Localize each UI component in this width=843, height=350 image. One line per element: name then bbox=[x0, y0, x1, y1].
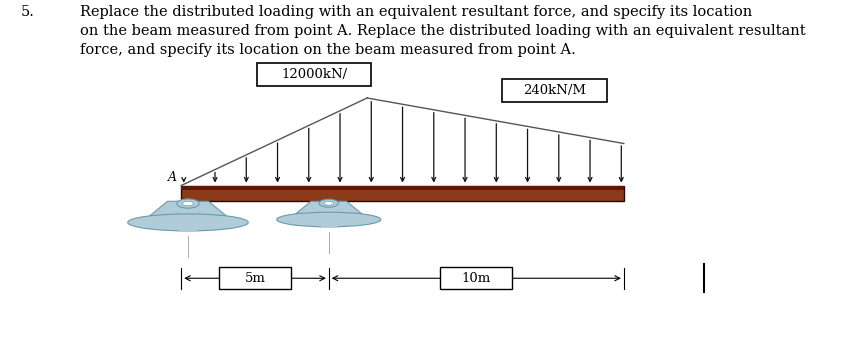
FancyBboxPatch shape bbox=[440, 267, 512, 289]
Text: Replace the distributed loading with an equivalent resultant force, and specify : Replace the distributed loading with an … bbox=[80, 5, 806, 57]
FancyBboxPatch shape bbox=[257, 63, 371, 86]
Text: 10m: 10m bbox=[462, 272, 491, 285]
Text: 5m: 5m bbox=[244, 272, 266, 285]
Bar bbox=[181, 186, 624, 190]
Bar bbox=[179, 223, 197, 232]
Circle shape bbox=[324, 201, 334, 205]
Circle shape bbox=[177, 199, 199, 208]
Text: B: B bbox=[339, 203, 348, 216]
Text: 240kN/M: 240kN/M bbox=[523, 84, 586, 97]
Ellipse shape bbox=[128, 214, 249, 231]
Circle shape bbox=[319, 199, 338, 207]
Text: 5.: 5. bbox=[21, 5, 35, 19]
Text: A: A bbox=[168, 171, 177, 184]
FancyBboxPatch shape bbox=[502, 79, 607, 101]
Ellipse shape bbox=[277, 212, 381, 227]
Text: 12000kN/: 12000kN/ bbox=[281, 68, 347, 81]
FancyBboxPatch shape bbox=[219, 267, 291, 289]
Polygon shape bbox=[142, 201, 234, 223]
Polygon shape bbox=[288, 201, 369, 219]
Bar bbox=[321, 219, 337, 228]
Bar bbox=[181, 186, 624, 201]
Circle shape bbox=[182, 201, 194, 206]
